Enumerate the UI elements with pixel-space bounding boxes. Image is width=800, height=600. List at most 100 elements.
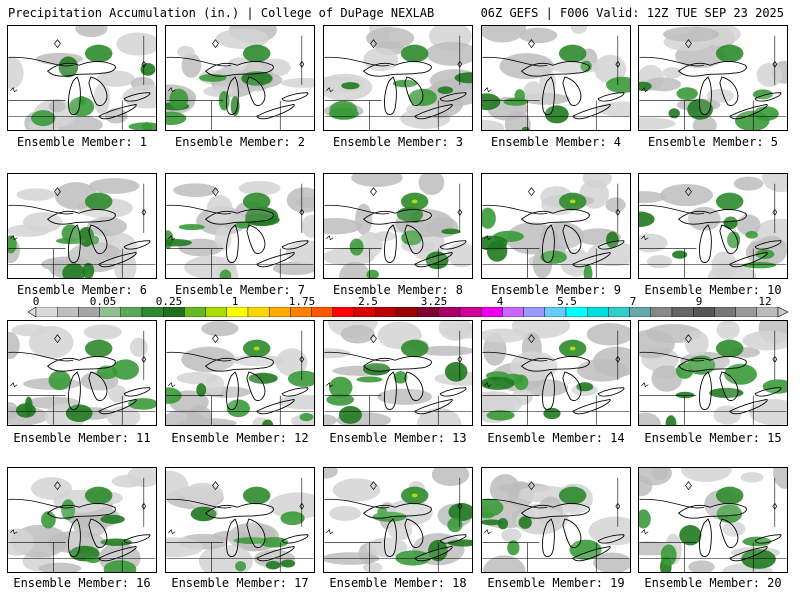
colorbar-swatch	[523, 307, 546, 317]
ensemble-member-label: Ensemble Member: 16	[13, 576, 151, 590]
colorbar-swatch	[247, 307, 270, 317]
ensemble-member-label: Ensemble Member: 12	[171, 431, 309, 445]
precipitation-map	[482, 321, 630, 425]
ensemble-member-label: Ensemble Member: 13	[329, 431, 467, 445]
precipitation-colorbar: 0 0.05 0.25 1 1.75 2.5 3.25 4 5.5 7 9 12	[28, 296, 790, 318]
precipitation-map	[324, 321, 472, 425]
colorbar-swatch	[650, 307, 673, 317]
colorbar-tick-label: 0.25	[155, 295, 183, 308]
colorbar-swatch	[459, 307, 482, 317]
colorbar-left-arrow	[28, 307, 37, 317]
precipitation-map	[8, 178, 156, 278]
colorbar-swatch	[544, 307, 567, 317]
ensemble-member-map	[165, 25, 315, 131]
precipitation-map	[166, 26, 314, 130]
ensemble-member-label: Ensemble Member: 2	[174, 135, 306, 149]
colorbar-swatch	[332, 307, 355, 317]
colorbar-swatch	[120, 307, 143, 317]
ensemble-member-label: Ensemble Member: 8	[332, 283, 464, 297]
colorbar-swatch	[396, 307, 418, 317]
colorbar-swatch	[375, 307, 397, 317]
precipitation-map	[8, 468, 156, 572]
colorbar-swatch	[353, 307, 376, 317]
precipitation-map	[8, 26, 156, 130]
ensemble-member-label: Ensemble Member: 10	[644, 283, 782, 297]
colorbar-tick-label: 0.05	[89, 295, 117, 308]
ensemble-member-label: Ensemble Member: 17	[171, 576, 309, 590]
colorbar-swatch	[35, 307, 58, 317]
precipitation-map	[639, 321, 787, 425]
colorbar-swatch	[671, 307, 694, 317]
precipitation-map	[324, 468, 472, 572]
map-title: Precipitation Accumulation (in.) | Colle…	[8, 6, 435, 20]
ensemble-member-map	[323, 467, 473, 573]
colorbar-right-arrow	[777, 307, 789, 317]
precipitation-map	[166, 470, 314, 572]
ensemble-member-map	[638, 173, 788, 279]
colorbar-swatch	[735, 307, 757, 317]
colorbar-swatch	[438, 307, 461, 317]
precipitation-map	[639, 26, 787, 130]
colorbar-swatch	[141, 307, 164, 317]
ensemble-member-label: Ensemble Member: 18	[329, 576, 467, 590]
ensemble-member-label: Ensemble Member: 5	[647, 135, 779, 149]
ensemble-member-map	[323, 320, 473, 426]
precipitation-map	[482, 174, 630, 278]
colorbar-swatch	[184, 307, 206, 317]
colorbar-swatch	[502, 307, 524, 317]
ensemble-member-map	[481, 467, 631, 573]
ensemble-member-label: Ensemble Member: 4	[490, 135, 622, 149]
colorbar-swatch	[587, 307, 609, 317]
colorbar-tick-label: 0	[32, 295, 40, 308]
colorbar-swatch	[629, 307, 651, 317]
colorbar-swatch	[608, 307, 630, 317]
colorbar-swatch	[417, 307, 440, 317]
precipitation-map	[639, 174, 787, 278]
colorbar-tick-label: 4	[496, 295, 504, 308]
ensemble-member-label: Ensemble Member: 14	[487, 431, 625, 445]
colorbar-swatch	[99, 307, 121, 317]
ensemble-member-map	[481, 173, 631, 279]
ensemble-member-map	[165, 173, 315, 279]
ensemble-member-label: Ensemble Member: 1	[16, 135, 148, 149]
ensemble-member-label: Ensemble Member: 3	[332, 135, 464, 149]
colorbar-tick-label: 3.25	[420, 295, 448, 308]
colorbar-swatch	[693, 307, 715, 317]
ensemble-member-map	[323, 173, 473, 279]
colorbar-swatch	[481, 307, 503, 317]
colorbar-swatch	[226, 307, 249, 317]
precipitation-map	[482, 474, 630, 572]
precipitation-map	[482, 26, 630, 130]
ensemble-member-label: Ensemble Member: 11	[13, 431, 151, 445]
ensemble-member-map	[638, 25, 788, 131]
model-run-info: 06Z GEFS | F006 Valid: 12Z TUE SEP 23 20…	[480, 6, 784, 20]
ensemble-member-map	[481, 25, 631, 131]
precipitation-map	[166, 321, 314, 425]
colorbar-swatch	[205, 307, 228, 317]
precipitation-map	[324, 174, 472, 278]
colorbar-tick-labels: 0 0.05 0.25 1 1.75 2.5 3.25 4 5.5 7 9 12	[28, 296, 790, 308]
precipitation-map	[166, 180, 314, 278]
precipitation-map	[324, 26, 472, 130]
colorbar-swatch	[290, 307, 312, 317]
colorbar-tick-label: 9	[695, 295, 703, 308]
colorbar-tick-label: 1	[231, 295, 239, 308]
colorbar-swatch	[565, 307, 588, 317]
colorbar-swatch	[756, 307, 779, 317]
ensemble-member-map	[7, 25, 157, 131]
ensemble-member-map	[323, 25, 473, 131]
ensemble-member-map	[481, 320, 631, 426]
colorbar-tick-label: 7	[629, 295, 637, 308]
colorbar-swatch	[78, 307, 100, 317]
ensemble-member-label: Ensemble Member: 7	[174, 283, 306, 297]
colorbar-tick-label: 2.5	[358, 295, 378, 308]
colorbar-tick-label: 1.75	[288, 295, 316, 308]
colorbar-swatch	[714, 307, 736, 317]
ensemble-member-map	[165, 320, 315, 426]
ensemble-member-label: Ensemble Member: 19	[487, 576, 625, 590]
ensemble-member-map	[638, 320, 788, 426]
colorbar-swatch	[162, 307, 185, 317]
ensemble-member-label: Ensemble Member: 6	[16, 283, 148, 297]
ensemble-member-label: Ensemble Member: 9	[490, 283, 622, 297]
ensemble-member-map	[7, 173, 157, 279]
